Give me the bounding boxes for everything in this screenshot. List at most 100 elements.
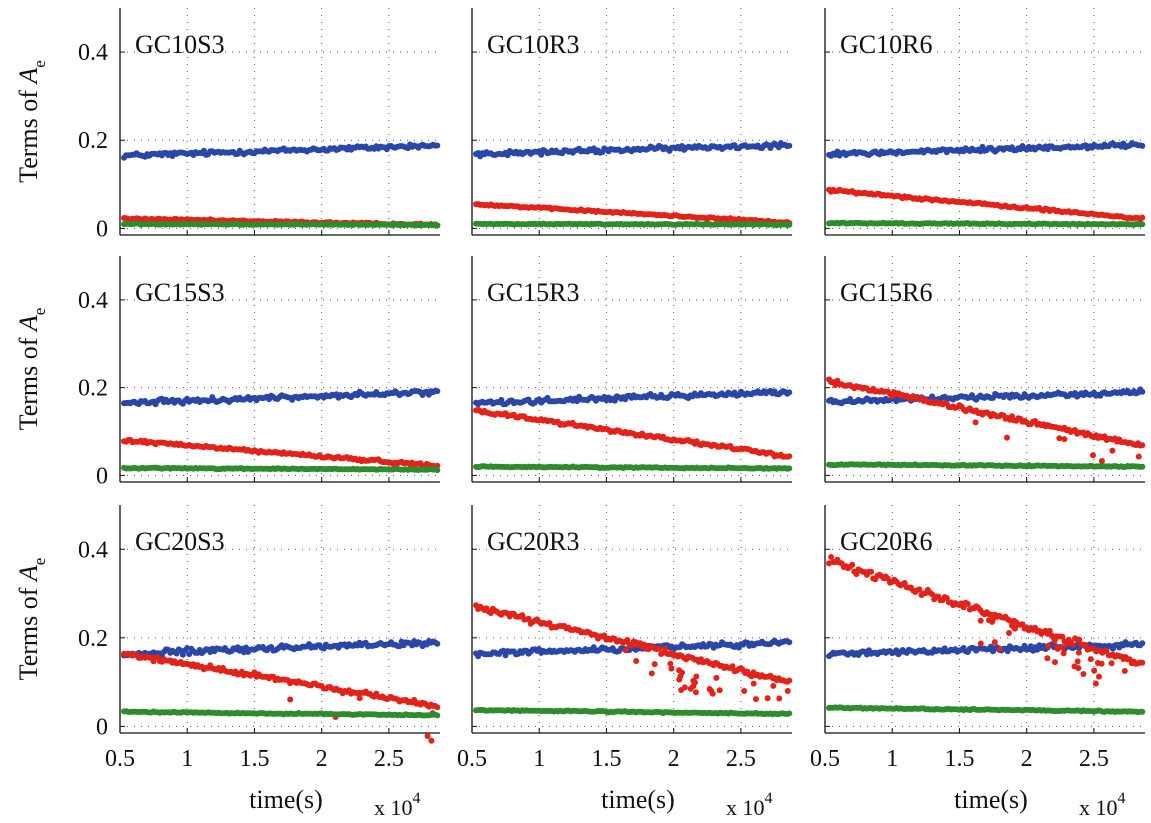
data-point	[729, 663, 736, 670]
data-point	[525, 615, 532, 622]
data-point	[434, 640, 441, 647]
panel-gc20s3: 0 0.2 0.4 Terms of Ae 0.5 1 1.5 2 2.5 time(s) x 10…	[14, 505, 441, 820]
data-point	[424, 733, 431, 739]
data-point	[633, 658, 640, 664]
series-blue	[121, 387, 441, 408]
data-point	[287, 696, 294, 703]
x-tick-label: 1	[533, 746, 545, 772]
data-point	[786, 389, 793, 396]
data-point	[1139, 442, 1146, 449]
data-point	[1090, 452, 1096, 459]
data-point	[786, 142, 793, 149]
data-point	[1139, 463, 1146, 470]
data-point	[964, 600, 971, 607]
data-point	[1006, 630, 1012, 636]
series-green	[826, 461, 1146, 470]
data-point	[1082, 642, 1089, 648]
data-point	[706, 686, 713, 692]
series-blue	[826, 386, 1146, 407]
data-point	[662, 645, 669, 652]
x-axis-label: time(s)	[601, 785, 675, 814]
panel-title: GC20R6	[840, 527, 932, 556]
panel-gc20r3: 0.5 1 1.5 2 2.5 time(s) x 104 GC20R3	[457, 505, 793, 820]
y-tick-label: 0.2	[78, 376, 108, 402]
x-tick-label: 2.5	[726, 746, 756, 772]
series-blue	[121, 638, 441, 660]
panel-gc15s3: 0 0.2 0.4 Terms of Ae GC15S3	[14, 256, 441, 489]
y-tick-label: 0	[96, 463, 108, 489]
data-point	[1060, 650, 1067, 657]
data-point	[1139, 142, 1146, 149]
data-point	[1139, 221, 1146, 228]
series-blue	[826, 140, 1146, 159]
data-point	[786, 453, 793, 460]
data-point	[1061, 436, 1068, 443]
series-red	[826, 554, 1146, 687]
data-point	[434, 704, 441, 711]
data-point	[656, 645, 662, 652]
data-point	[1011, 625, 1018, 632]
data-point	[853, 571, 860, 578]
data-point	[786, 710, 793, 717]
data-point	[1109, 447, 1116, 454]
data-point	[1080, 671, 1087, 677]
panel-gc10r6: GC10R6	[824, 8, 1146, 236]
data-point	[713, 674, 720, 681]
data-point	[624, 637, 631, 643]
x-axis-label: time(s)	[954, 785, 1028, 814]
data-point	[651, 661, 658, 668]
series-red	[121, 650, 441, 744]
data-point	[916, 586, 923, 593]
data-point	[1135, 453, 1142, 460]
data-point	[538, 151, 545, 158]
series-red	[473, 201, 793, 227]
data-point	[1091, 667, 1098, 674]
data-point	[716, 687, 723, 694]
data-point	[868, 568, 875, 575]
panel-title: GC10R3	[487, 30, 579, 59]
data-point	[692, 679, 698, 686]
data-point	[186, 651, 193, 658]
series-green	[473, 463, 793, 472]
data-point	[428, 737, 435, 744]
data-point	[989, 618, 996, 625]
data-point	[770, 682, 777, 689]
data-point	[977, 617, 984, 624]
data-point	[1074, 658, 1081, 665]
data-point	[786, 221, 793, 228]
panel-gc20r6: 0.5 1 1.5 2 2.5 time(s) x 104 GC20R6	[810, 505, 1146, 820]
data-point	[784, 688, 791, 694]
data-point	[1139, 708, 1146, 715]
data-point	[764, 695, 771, 702]
data-point	[972, 419, 979, 426]
panel-gc10r3: GC10R3	[471, 8, 793, 236]
series-red	[826, 186, 1146, 222]
data-point	[546, 620, 553, 627]
data-point	[1087, 656, 1094, 663]
data-point	[1071, 663, 1078, 670]
data-point	[519, 612, 526, 619]
data-point	[1051, 637, 1058, 644]
data-point	[1092, 680, 1099, 687]
panel-gc15r3: GC15R3	[471, 256, 793, 483]
data-point	[991, 639, 998, 646]
x-axis-exponent: x 104	[374, 790, 421, 820]
data-point	[960, 604, 967, 611]
data-point	[750, 680, 757, 687]
x-tick-label: 1	[886, 746, 898, 772]
y-tick-label: 0.2	[78, 626, 108, 652]
series-red	[826, 376, 1146, 464]
x-tick-label: 2	[316, 746, 328, 772]
series-blue	[473, 387, 793, 408]
data-point	[622, 647, 629, 654]
x-tick-label: 0.5	[105, 746, 135, 772]
y-axis-label: Terms of Ae	[14, 558, 49, 681]
panel-gc10s3: 0 0.2 0.4 Terms of Ae GC10S3	[14, 8, 441, 242]
data-point	[1076, 636, 1083, 643]
panel-title: GC10R6	[840, 30, 932, 59]
data-point	[1139, 659, 1146, 666]
x-tick-label: 0.5	[810, 746, 840, 772]
series-green	[826, 219, 1146, 228]
data-point	[1139, 640, 1146, 647]
